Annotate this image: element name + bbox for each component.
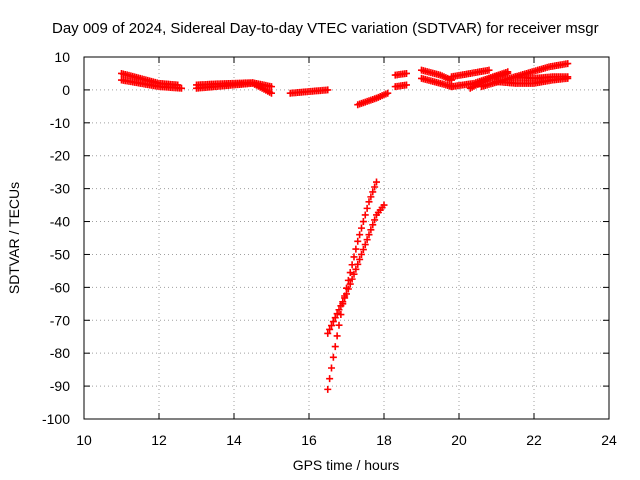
x-tick-label: 18 [376, 432, 392, 448]
data-point [361, 241, 369, 249]
data-point [363, 204, 371, 212]
data-point [329, 318, 337, 326]
y-tick-label: -70 [50, 312, 70, 328]
x-tick-label: 16 [301, 432, 317, 448]
data-point [329, 353, 337, 361]
x-tick-label: 24 [601, 432, 617, 448]
data-point [326, 325, 334, 333]
series-arc-7 [324, 178, 380, 393]
data-point [403, 81, 410, 89]
data-point [403, 69, 410, 77]
data-point [384, 89, 392, 97]
data-points [118, 60, 572, 393]
data-point [564, 60, 572, 68]
data-point [380, 201, 388, 209]
data-point [363, 236, 371, 244]
data-point [344, 276, 352, 284]
data-point [333, 310, 341, 318]
data-point [367, 226, 375, 234]
data-point [324, 385, 332, 393]
data-point [348, 275, 356, 283]
data-point [331, 314, 339, 322]
x-axis-label: GPS time / hours [293, 457, 400, 473]
data-point [352, 245, 360, 253]
y-tick-label: -40 [50, 214, 70, 230]
data-point [337, 311, 345, 319]
data-point [341, 292, 349, 300]
data-point [358, 224, 365, 232]
y-tick-label: 0 [62, 82, 70, 98]
data-point [268, 83, 275, 91]
data-point [371, 183, 379, 191]
series-arc-9 [391, 69, 410, 79]
series-arc-4 [193, 79, 275, 97]
data-point [359, 246, 367, 254]
data-point [331, 343, 339, 351]
series-arc-13 [448, 66, 493, 81]
data-point [352, 265, 360, 273]
data-point [328, 364, 335, 372]
y-tick-label: -60 [50, 279, 70, 295]
data-point [339, 300, 347, 308]
x-tick-label: 14 [226, 432, 242, 448]
data-point [354, 237, 362, 245]
series-arc-5 [286, 86, 332, 97]
data-point [350, 270, 358, 278]
data-point [268, 89, 275, 97]
data-point [356, 255, 364, 263]
series-arc-10 [391, 81, 410, 91]
data-point [369, 188, 377, 196]
series-arc-2 [118, 76, 185, 92]
data-point [369, 221, 377, 229]
x-tick-label: 12 [151, 432, 167, 448]
data-point [371, 216, 379, 224]
data-point [343, 284, 350, 292]
y-tick-label: -50 [50, 246, 70, 262]
data-point [564, 73, 572, 81]
data-point [335, 306, 343, 314]
data-point [365, 231, 373, 239]
data-point [178, 84, 185, 92]
y-tick-label: -20 [50, 148, 70, 164]
data-point [324, 86, 332, 94]
data-point [359, 218, 367, 226]
series-arc-16 [478, 60, 572, 91]
data-point [358, 250, 365, 258]
x-tick-label: 22 [526, 432, 542, 448]
data-point [346, 280, 354, 288]
series-arc-6 [324, 201, 388, 337]
y-tick-labels: 10 0 -10 -20 -30 -40 -50 -60 -70 -80 -90 -100 [42, 49, 70, 427]
data-point [367, 193, 375, 201]
data-point [485, 66, 493, 74]
x-tick-label: 20 [451, 432, 467, 448]
data-point [326, 375, 334, 383]
data-point [350, 253, 358, 261]
y-tick-label: -80 [50, 345, 70, 361]
data-point [328, 322, 335, 330]
tick-marks [83, 56, 610, 420]
data-point [335, 321, 343, 329]
data-point [346, 269, 354, 277]
series-arc-18 [511, 73, 572, 82]
y-tick-label: -10 [50, 115, 70, 131]
y-tick-label: -30 [50, 181, 70, 197]
y-axis-label: SDTVAR / TECUs [6, 182, 22, 294]
x-tick-label: 10 [76, 432, 92, 448]
data-point [361, 211, 369, 219]
data-point [356, 231, 364, 239]
data-point [373, 178, 380, 186]
x-tick-labels: 10 12 14 16 18 20 22 24 [76, 432, 617, 448]
data-point [365, 198, 373, 206]
data-point [348, 261, 356, 269]
y-tick-label: -90 [50, 378, 70, 394]
chart-title: Day 009 of 2024, Sidereal Day-to-day VTE… [52, 20, 599, 37]
y-tick-label: -100 [42, 411, 70, 427]
plot-frame [83, 56, 610, 420]
data-point [324, 329, 332, 337]
y-tick-label: 10 [54, 49, 70, 65]
data-point [333, 332, 341, 340]
grid-lines [84, 57, 609, 419]
series-arc-8 [354, 89, 392, 109]
